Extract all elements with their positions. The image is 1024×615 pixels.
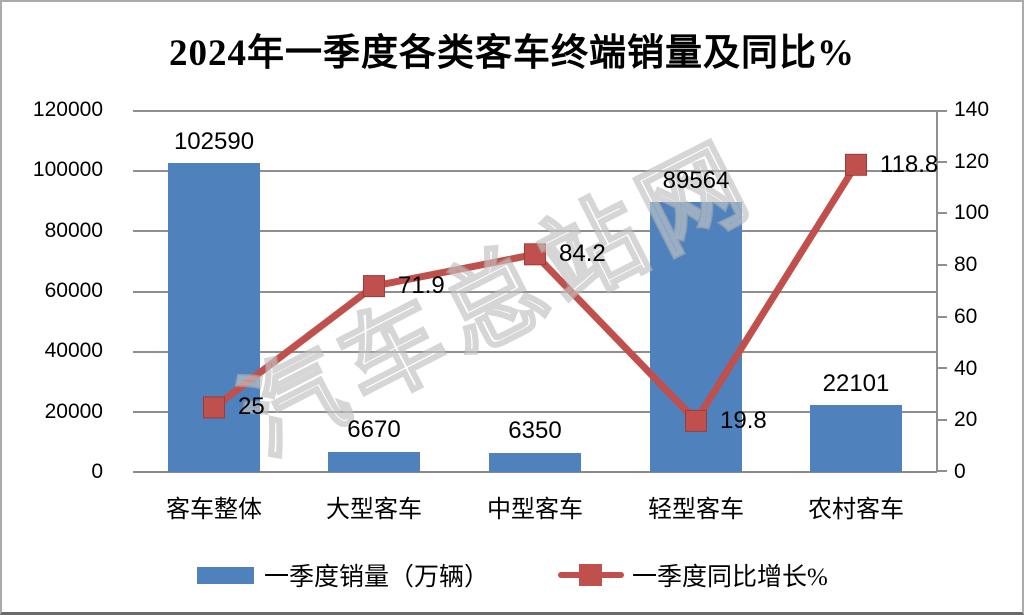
axis-tick [938,470,947,472]
legend-line-swatch [558,563,624,587]
bar-value-label: 102590 [173,128,255,155]
bar-value-label: 6350 [508,417,562,444]
series-line [210,161,860,425]
bar-rural-coach [810,405,902,472]
y-axis-tick-label: 120000 [32,98,103,121]
secondary-axis-tick-label: 60 [954,305,978,328]
gridline [133,170,937,172]
bar-medium-coach [489,453,581,472]
y-axis-tick-label: 80000 [44,219,103,242]
axis-tick [938,367,947,369]
legend-line-label: 一季度同比增长% [632,564,828,591]
line-point-label: 84.2 [559,240,606,267]
line-marker [363,275,385,298]
bar-value-label: 22101 [822,370,890,397]
line-marker [685,409,707,432]
axis-tick [938,419,947,421]
chart-title: 2024年一季度各类客车终端销量及同比% [169,33,855,74]
axis-tick [938,212,947,214]
legend-bar-swatch [197,566,254,584]
y-axis-tick-label: 60000 [44,279,103,302]
axis-tick [938,110,947,112]
line-marker [203,396,225,419]
gridline [133,351,937,353]
secondary-axis-tick-label: 20 [954,408,978,431]
axis-tick [938,161,947,163]
gridline [133,230,937,232]
line-point-label: 19.8 [720,407,767,434]
line-marker [845,153,867,176]
gridline [133,291,937,293]
secondary-axis-tick-label: 140 [954,98,990,121]
secondary-axis-tick-label: 80 [954,253,978,276]
bar-coach-total [168,163,260,472]
gridline [133,411,937,413]
line-point-label: 71.9 [398,272,445,299]
legend-item-bar: 一季度销量（万辆） [197,558,489,592]
bar-large-coach [328,452,420,472]
x-axis-label: 农村客车 [808,497,904,523]
y-axis-tick-label: 20000 [44,400,103,423]
x-axis-label: 大型客车 [326,497,422,523]
legend-line-marker [579,564,602,586]
y-axis-tick-label: 0 [91,460,103,483]
bar-value-label: 89564 [662,167,730,194]
secondary-y-axis-line [936,110,938,472]
line-series [203,153,867,432]
plot-area: 汽车总站网 102590 6670 6350 89564 22101 25 71… [133,110,947,477]
line-marker [524,243,546,266]
legend-item-line: 一季度同比增长% [558,558,828,592]
gridline [133,110,937,112]
line-point-label: 118.8 [880,151,939,178]
x-axis-label: 客车整体 [166,497,262,523]
secondary-axis-tick-label: 120 [954,150,990,173]
x-axis-line [133,471,937,473]
y-axis-tick-label: 40000 [44,339,103,362]
line-point-label: 25 [238,393,265,420]
secondary-axis-tick-label: 0 [954,460,966,483]
secondary-axis-tick-label: 40 [954,357,978,380]
axis-tick [938,264,947,266]
x-axis-label: 轻型客车 [648,497,744,523]
x-axis-label: 中型客车 [487,497,583,523]
axis-tick [938,316,947,318]
bar-value-label: 6670 [347,416,401,443]
legend-bar-label: 一季度销量（万辆） [264,564,490,591]
secondary-axis-tick-label: 100 [954,201,990,224]
y-axis-tick-label: 100000 [32,158,103,181]
